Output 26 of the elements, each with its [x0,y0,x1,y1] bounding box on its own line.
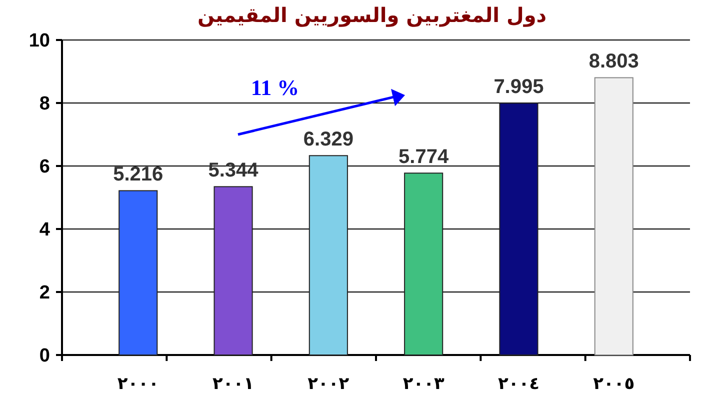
x-tick-label: ٢٠٠٤ [498,374,540,394]
bar [594,77,634,356]
y-tick-label: 4 [39,220,50,241]
y-tick-label: 10 [28,30,50,52]
data-label: 6.329 [303,128,354,151]
x-tick-label: ٢٠٠٥ [593,374,635,394]
data-label: 8.803 [588,50,639,73]
bar [214,186,253,356]
bar [404,172,444,356]
x-tick-label: ٢٠٠١ [212,374,254,394]
bar [499,102,538,356]
y-tick-label: 2 [39,282,50,304]
annotation: 11 % [250,75,300,100]
y-tick-label: 8 [39,94,50,115]
x-tick-label: ٢٠٠٢ [308,374,350,394]
data-label: 7.995 [494,76,544,98]
data-label: 5.344 [208,160,260,182]
y-tick-label: 0 [39,346,50,367]
bar [118,190,158,356]
y-tick-label: 6 [39,156,50,178]
x-tick-label: ٢٠٠٠ [117,374,159,394]
data-label: 5.216 [113,164,164,186]
bar [308,155,348,356]
chart-title: دول المغتربين والسوريين المقيمين [197,3,547,27]
data-label: 5.774 [398,146,450,168]
x-tick-label: ٢٠٠٣ [402,374,445,394]
